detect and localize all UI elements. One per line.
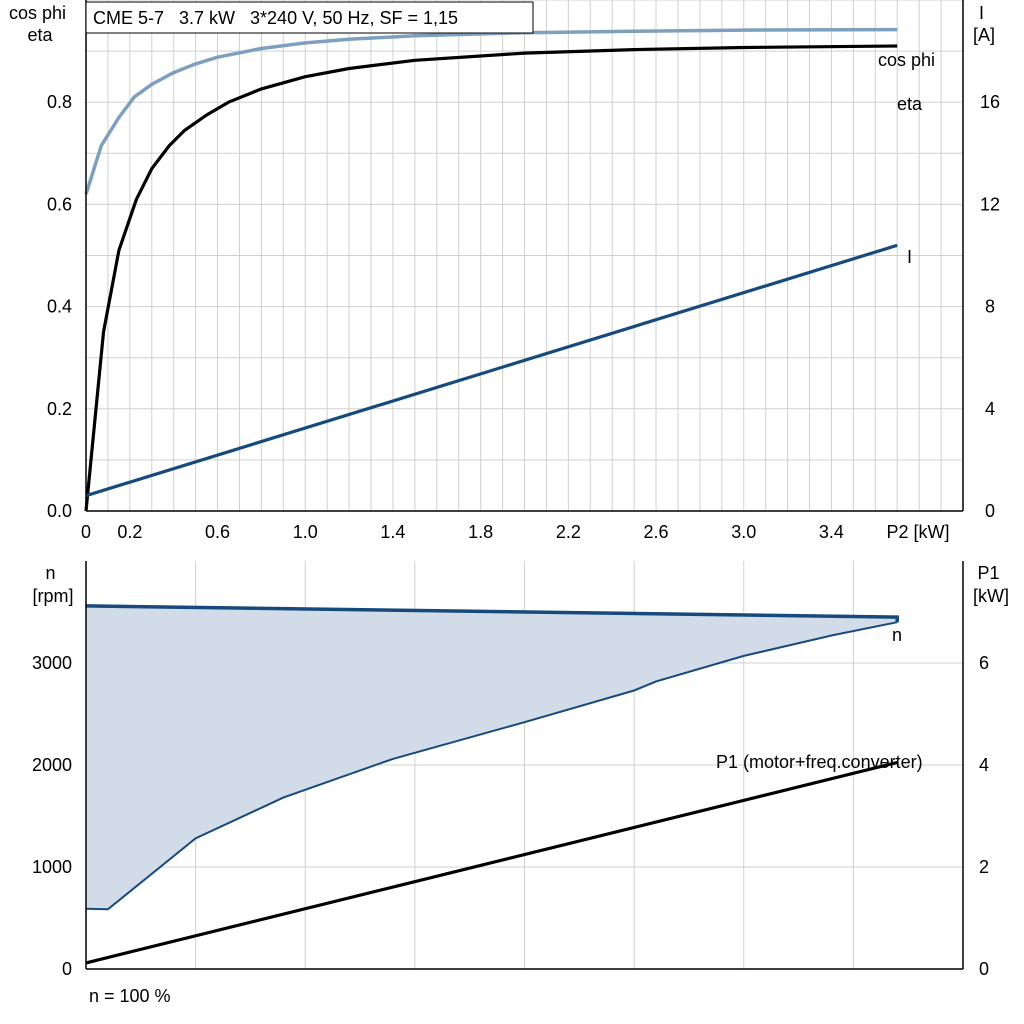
top-x-tick-label: 1.0 (293, 522, 318, 542)
top-x-axis-label: P2 [kW] (886, 522, 949, 542)
current-series-label: I (907, 247, 912, 267)
bottom-y-tick-label: 2000 (32, 755, 72, 775)
speed-range-area (86, 605, 898, 910)
top-y2-tick-label: 12 (980, 194, 1000, 214)
chart-title: CME 5-7 3.7 kW 3*240 V, 50 Hz, SF = 1,15 (93, 8, 458, 28)
top-y2-axis-label: I [A] (973, 3, 995, 45)
top-panel: 0 0.2 0.6 1.0 1.4 1.8 2.2 2.6 3.0 3.4 0.00.20.40.… (9, 0, 1000, 542)
top-y-tick-label: 0.8 (47, 92, 72, 112)
speed-series-label: n (892, 625, 902, 645)
top-x-tick-label: 2.6 (644, 522, 669, 542)
speed-max-line (85, 604, 899, 623)
bottom-y2-tick-label: 2 (979, 857, 989, 877)
speed-min-line (85, 621, 898, 911)
top-x-tick-label: 0.2 (117, 522, 142, 542)
bottom-y-tick-label: 1000 (32, 857, 72, 877)
top-x-tick-label: 1.8 (468, 522, 493, 542)
top-x-tick-labels: 0 0.2 0.6 1.0 1.4 1.8 2.2 2.6 3.0 3.4 (81, 522, 844, 542)
top-y2-tick-labels: 0 4 8 12 16 (980, 92, 1000, 521)
cosphi-series-label: cos phi (878, 50, 935, 70)
top-y-tick-labels: 0.0 0.2 0.4 0.6 0.8 (47, 92, 72, 521)
top-y2-tick-label: 8 (985, 297, 995, 317)
top-x-tick-label: 0 (81, 522, 91, 542)
top-y2-tick-label: 4 (985, 399, 995, 419)
top-x-tick-label: 0.6 (205, 522, 230, 542)
p1-line (85, 760, 898, 965)
bottom-y2-tick-label: 0 (979, 959, 989, 979)
eta-series-label: eta (897, 94, 923, 114)
top-y2-tick-label: 16 (980, 92, 1000, 112)
top-x-tick-label: 1.4 (380, 522, 405, 542)
bottom-panel: 0 1000 2000 3000 0 2 4 6 n [rpm] P1 [kW] n P1 … (32, 561, 1009, 1006)
top-y-tick-label: 0.2 (47, 399, 72, 419)
bottom-y2-tick-label: 4 (979, 755, 989, 775)
bottom-y2-tick-labels: 0 2 4 6 (979, 653, 989, 979)
top-x-tick-label: 2.2 (556, 522, 581, 542)
top-y-tick-label: 0.4 (47, 297, 72, 317)
top-x-tick-label: 3.0 (731, 522, 756, 542)
eta-line (84, 44, 898, 512)
bottom-y-tick-label: 3000 (32, 653, 72, 673)
bottom-y-tick-label: 0 (62, 959, 72, 979)
p1-series-label: P1 (motor+freq.converter) (716, 752, 923, 772)
top-y-tick-label: 0.0 (47, 501, 72, 521)
current-line (85, 243, 898, 498)
top-y-tick-label: 0.6 (47, 194, 72, 214)
top-x-tick-label: 3.4 (819, 522, 844, 542)
chart-title-box (85, 1, 534, 34)
top-grid (86, 0, 963, 511)
speed-footnote: n = 100 % (89, 986, 171, 1006)
top-y-axis-label: cos phi eta (9, 3, 71, 45)
top-y2-tick-label: 0 (985, 501, 995, 521)
bottom-y2-tick-label: 6 (979, 653, 989, 673)
bottom-y-axis-label: n [rpm] (32, 563, 73, 606)
bottom-y2-axis-label: P1 [kW] (973, 563, 1009, 606)
bottom-y-tick-labels: 0 1000 2000 3000 (32, 653, 72, 979)
cosphi-line (84, 27, 898, 195)
